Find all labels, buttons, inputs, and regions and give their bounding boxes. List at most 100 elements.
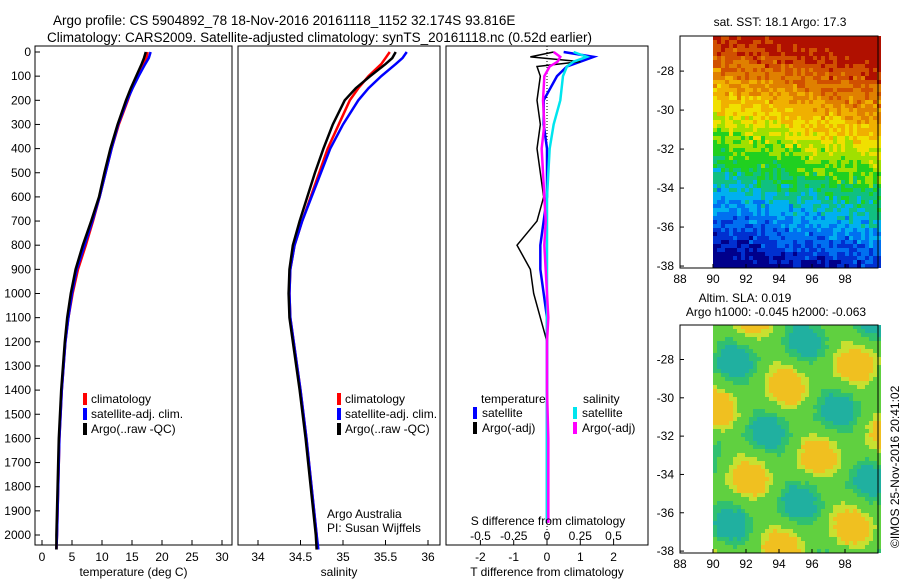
map-cell — [777, 513, 781, 517]
map-cell — [725, 44, 729, 48]
map-cell — [793, 473, 797, 477]
map-cell — [869, 377, 873, 381]
map-cell — [757, 240, 761, 244]
map-cell — [725, 212, 729, 216]
map-cell — [845, 377, 849, 381]
map-cell — [817, 397, 821, 401]
map-cell — [857, 521, 861, 525]
map-cell — [873, 168, 877, 172]
map-cell — [725, 96, 729, 100]
map-cell — [717, 120, 721, 124]
map-cell — [841, 497, 845, 501]
map-cell — [741, 345, 745, 349]
map-cell — [857, 373, 861, 377]
map-cell — [729, 180, 733, 184]
map-cell — [845, 429, 849, 433]
map-cell — [785, 521, 789, 525]
map-cell — [725, 128, 729, 132]
map-cell — [801, 465, 805, 469]
map-cell — [841, 373, 845, 377]
map-cell — [741, 521, 745, 525]
map-cell — [797, 264, 801, 268]
map-cell — [757, 152, 761, 156]
map-cell — [853, 48, 857, 52]
map-cell — [869, 176, 873, 180]
map-cell — [813, 188, 817, 192]
map-cell — [869, 104, 873, 108]
map-cell — [829, 477, 833, 481]
map-cell — [829, 489, 833, 493]
map-cell — [733, 164, 737, 168]
map-cell — [745, 240, 749, 244]
map-cell — [853, 176, 857, 180]
map-cell — [849, 124, 853, 128]
map-cell — [861, 156, 865, 160]
map-cell — [853, 353, 857, 357]
map-cell — [753, 437, 757, 441]
map-cell — [721, 252, 725, 256]
map-cell — [757, 160, 761, 164]
map-cell — [801, 469, 805, 473]
map-cell — [857, 40, 861, 44]
map-cell — [777, 449, 781, 453]
map-cell — [821, 188, 825, 192]
map-cell — [781, 188, 785, 192]
map-cell — [781, 112, 785, 116]
map-cell — [729, 345, 733, 349]
map-cell — [745, 533, 749, 537]
map-cell — [757, 252, 761, 256]
map-cell — [813, 104, 817, 108]
map-cell — [821, 40, 825, 44]
map-cell — [741, 481, 745, 485]
map-cell — [717, 425, 721, 429]
map-cell — [821, 429, 825, 433]
map-cell — [825, 164, 829, 168]
map-cell — [773, 445, 777, 449]
map-cell — [853, 377, 857, 381]
map-cell — [713, 52, 717, 56]
map-cell — [781, 116, 785, 120]
map-cell — [837, 36, 841, 40]
map-cell — [713, 449, 717, 453]
map-cell — [769, 401, 773, 405]
map-cell — [849, 256, 853, 260]
map-cell — [773, 96, 777, 100]
map-cell — [733, 373, 737, 377]
map-cell — [777, 401, 781, 405]
map-cell — [829, 228, 833, 232]
map-cell — [797, 120, 801, 124]
map-cell — [829, 453, 833, 457]
map-cell — [729, 160, 733, 164]
map-cell — [829, 148, 833, 152]
map-cell — [801, 64, 805, 68]
map-cell — [809, 361, 813, 365]
map-cell — [737, 465, 741, 469]
y-tick-label: -34 — [657, 181, 675, 195]
map-cell — [825, 148, 829, 152]
map-cell — [729, 232, 733, 236]
map-cell — [853, 453, 857, 457]
map-cell — [825, 96, 829, 100]
map-cell — [785, 409, 789, 413]
map-cell — [777, 385, 781, 389]
map-cell — [877, 72, 881, 76]
map-cell — [729, 96, 733, 100]
map-cell — [829, 136, 833, 140]
map-cell — [741, 148, 745, 152]
map-cell — [785, 373, 789, 377]
map-cell — [801, 349, 805, 353]
map-cell — [745, 172, 749, 176]
map-cell — [713, 433, 717, 437]
map-cell — [833, 441, 837, 445]
map-cell — [741, 208, 745, 212]
map-cell — [721, 148, 725, 152]
map-cell — [817, 240, 821, 244]
map-cell — [829, 505, 833, 509]
map-cell — [861, 80, 865, 84]
map-cell — [873, 517, 877, 521]
map-cell — [733, 36, 737, 40]
map-cell — [793, 48, 797, 52]
map-cell — [817, 152, 821, 156]
map-cell — [773, 469, 777, 473]
map-cell — [761, 40, 765, 44]
